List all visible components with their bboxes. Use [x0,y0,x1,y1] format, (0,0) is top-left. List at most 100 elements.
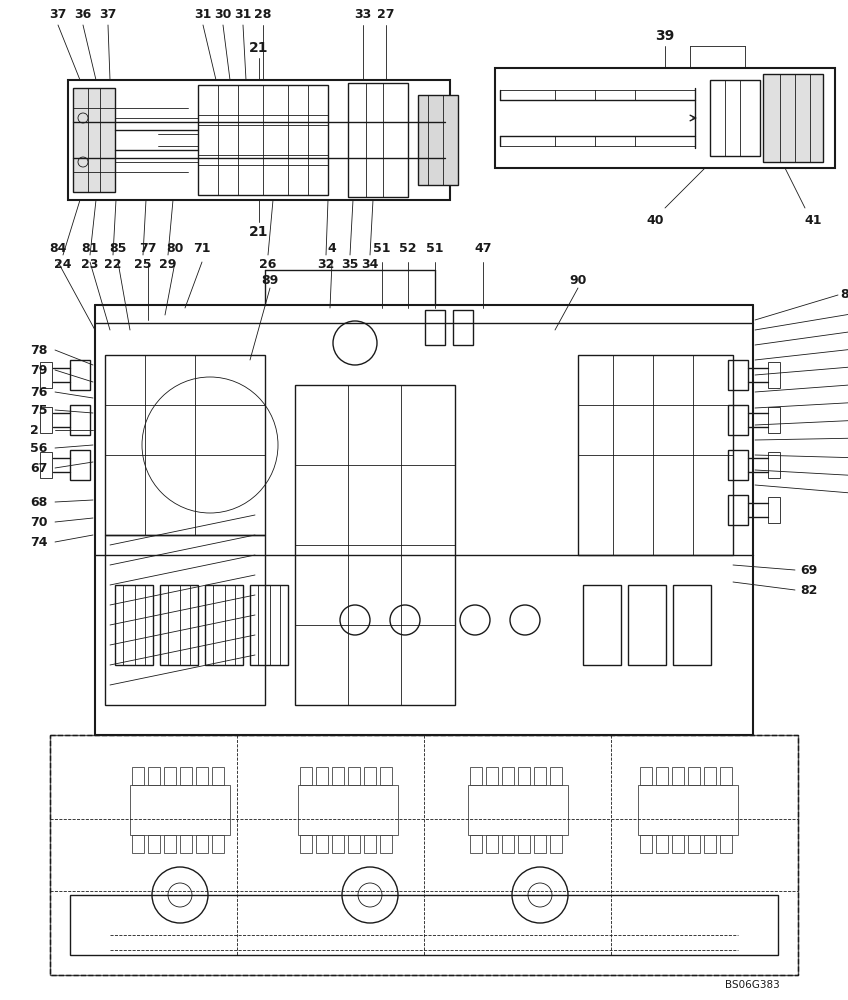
Bar [332,835,344,853]
Text: 31: 31 [234,8,252,21]
Text: 77: 77 [139,241,157,254]
Bar [250,585,288,665]
Bar [502,767,514,785]
Text: 78: 78 [30,344,47,357]
Bar [628,585,666,665]
Text: 79: 79 [30,363,47,376]
Bar [68,80,450,200]
Text: 90: 90 [569,273,587,286]
Bar [132,835,144,853]
Bar [673,585,711,665]
Bar [534,835,546,853]
Text: 4: 4 [327,241,337,254]
Bar [180,767,192,785]
Bar [70,450,90,480]
Text: 21: 21 [249,225,269,239]
Bar [180,835,192,853]
Bar [495,68,835,168]
Bar [468,785,568,835]
Bar [534,767,546,785]
Bar [583,585,621,665]
Bar [502,835,514,853]
Text: 37: 37 [49,8,67,21]
Text: BS06G383: BS06G383 [725,980,780,990]
Bar [720,767,732,785]
Bar [348,83,408,197]
Bar [160,585,198,665]
Bar [50,735,798,975]
Bar [196,767,208,785]
Text: 24: 24 [54,258,72,271]
Text: 31: 31 [194,8,212,21]
Bar [640,767,652,785]
Bar [380,767,392,785]
Text: 74: 74 [30,536,47,548]
Text: 68: 68 [30,495,47,508]
Text: 35: 35 [341,258,359,271]
Text: 51: 51 [427,241,444,254]
Bar [164,835,176,853]
Text: 67: 67 [30,462,47,475]
Text: 75: 75 [30,403,47,416]
Bar [486,835,498,853]
Bar [768,407,780,433]
Bar [763,74,823,162]
Text: 22: 22 [104,258,122,271]
Bar [316,835,328,853]
Text: 32: 32 [317,258,335,271]
Text: 70: 70 [30,516,47,528]
Bar [70,360,90,390]
Text: 69: 69 [800,564,817,576]
Text: 37: 37 [99,8,117,21]
Bar [728,360,748,390]
Bar [73,88,115,192]
Bar [348,835,360,853]
Bar [40,452,52,478]
Bar [638,785,738,835]
Bar [728,450,748,480]
Text: 36: 36 [75,8,92,21]
Bar [132,767,144,785]
Bar [40,362,52,388]
Text: 21: 21 [249,41,269,55]
Bar [550,767,562,785]
Bar [453,310,473,345]
Text: 25: 25 [134,258,152,271]
Bar [518,767,530,785]
Bar [148,835,160,853]
Bar [300,767,312,785]
Bar [578,355,733,555]
Bar [205,585,243,665]
Bar [164,767,176,785]
Text: 30: 30 [215,8,232,21]
Text: 41: 41 [804,214,822,227]
Bar [656,835,668,853]
Bar [425,310,445,345]
Bar [656,767,668,785]
Bar [105,355,265,535]
Bar [688,835,700,853]
Text: 76: 76 [30,385,47,398]
Text: 27: 27 [377,8,395,21]
Bar [298,785,398,835]
Text: 85: 85 [109,241,126,254]
Bar [710,80,760,156]
Bar [688,767,700,785]
Text: 51: 51 [373,241,391,254]
Text: 89: 89 [261,273,279,286]
Bar [115,585,153,665]
Bar [295,385,455,705]
Bar [518,835,530,853]
Text: 84: 84 [49,241,67,254]
Text: 39: 39 [656,29,675,43]
Bar [50,735,798,975]
Text: 56: 56 [30,442,47,454]
Text: 2: 2 [30,424,39,436]
Text: 80: 80 [166,241,184,254]
Bar [768,497,780,523]
Bar [348,767,360,785]
Bar [364,835,376,853]
Bar [720,835,732,853]
Bar [316,767,328,785]
Bar [550,835,562,853]
